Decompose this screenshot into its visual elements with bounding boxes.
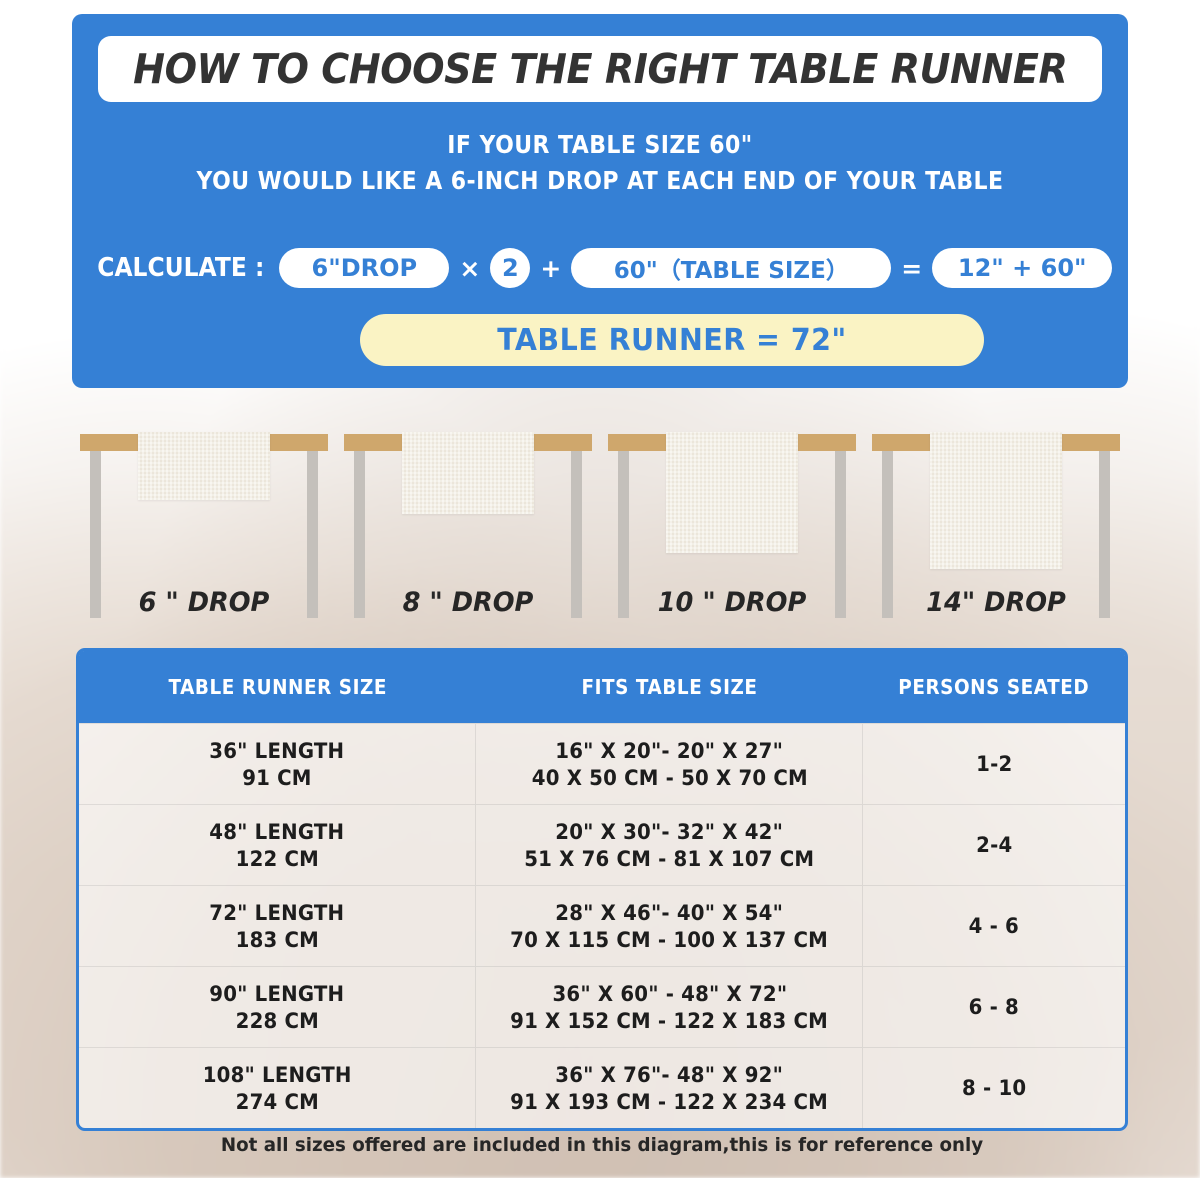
header-banner: HOW TO CHOOSE THE RIGHT TABLE RUNNER IF … [72, 14, 1128, 388]
runner-size-inches: 36" LENGTH [209, 738, 345, 763]
cell-runner-size: 36" LENGTH 91 CM [79, 724, 477, 804]
drop-label: 10 " DROP [657, 587, 807, 618]
cell-fits-table-size: 36" X 76"- 48" X 92" 91 X 193 CM - 122 X… [476, 1048, 864, 1128]
cell-persons-seated: 2-4 [863, 805, 1125, 885]
cell-runner-size: 72" LENGTH 183 CM [79, 886, 477, 966]
tabletop-left [608, 434, 666, 451]
fits-cm: 91 X 193 CM - 122 X 234 CM [510, 1089, 829, 1114]
cell-fits-table-size: 28" X 46"- 40" X 54" 70 X 115 CM - 100 X… [476, 886, 864, 966]
fits-inches: 20" X 30"- 32" X 42" [555, 819, 784, 844]
table-runner-cloth [666, 432, 798, 553]
calculation-row: CALCULATE : 6"DROP × 2 + 60"（TABLE SIZE）… [72, 246, 1128, 290]
runner-size-inches: 90" LENGTH [209, 981, 345, 1006]
runner-size-cm: 228 CM [235, 1008, 319, 1033]
tabletop-right [798, 434, 856, 451]
fits-cm: 91 X 152 CM - 122 X 183 CM [510, 1008, 829, 1033]
drop-label: 6 " DROP [138, 587, 270, 618]
runner-size-cm: 91 CM [242, 765, 312, 790]
result-pill: TABLE RUNNER = 72" [360, 314, 984, 366]
footnote: Not all sizes offered are included in th… [220, 1134, 984, 1156]
table-leg-right [571, 451, 582, 618]
runner-size-cm: 274 CM [235, 1089, 319, 1114]
table-leg-left [354, 451, 365, 618]
table-row: 36" LENGTH 91 CM 16" X 20"- 20" X 27" 40… [79, 723, 1125, 804]
runner-size-inches: 48" LENGTH [209, 819, 345, 844]
subtitle-line-1: IF YOUR TABLE SIZE 60" [447, 130, 753, 159]
drop-label: 8 " DROP [402, 587, 534, 618]
runner-size-cm: 122 CM [235, 846, 319, 871]
persons-value: 8 - 10 [962, 1076, 1027, 1100]
table-size-pill: 60"（TABLE SIZE） [571, 248, 892, 288]
table-row: 48" LENGTH 122 CM 20" X 30"- 32" X 42" 5… [79, 804, 1125, 885]
column-header-runner-size: TABLE RUNNER SIZE [168, 675, 387, 699]
fits-inches: 28" X 46"- 40" X 54" [555, 900, 784, 925]
cell-persons-seated: 8 - 10 [863, 1048, 1125, 1128]
multiply-symbol: × [459, 253, 481, 283]
title-pill: HOW TO CHOOSE THE RIGHT TABLE RUNNER [98, 36, 1102, 102]
table-leg-right [307, 451, 318, 618]
sum-pill: 12" + 60" [932, 248, 1113, 288]
table-leg-left [882, 451, 893, 618]
runner-size-inches: 108" LENGTH [202, 1062, 352, 1087]
multiplier-pill: 2 [490, 248, 531, 288]
size-table: TABLE RUNNER SIZE FITS TABLE SIZE PERSON… [76, 648, 1128, 1131]
drop-label: 14" DROP [926, 587, 1066, 618]
persons-value: 2-4 [976, 833, 1013, 857]
fits-cm: 51 X 76 CM - 81 X 107 CM [524, 846, 815, 871]
tabletop-right [534, 434, 592, 451]
tabletop-left [80, 434, 138, 451]
column-header-fits-table-size: FITS TABLE SIZE [581, 675, 758, 699]
table-row: 72" LENGTH 183 CM 28" X 46"- 40" X 54" 7… [79, 885, 1125, 966]
table-leg-left [90, 451, 101, 618]
tabletop-left [344, 434, 402, 451]
cell-fits-table-size: 16" X 20"- 20" X 27" 40 X 50 CM - 50 X 7… [476, 724, 864, 804]
drop-illustration-8in: 8 " DROP [336, 428, 600, 618]
calculate-label: CALCULATE : [97, 253, 265, 283]
tabletop-right [1062, 434, 1120, 451]
table-runner-cloth [402, 432, 534, 514]
fits-cm: 70 X 115 CM - 100 X 137 CM [510, 927, 829, 952]
fits-inches: 36" X 60" - 48" X 72" [552, 981, 787, 1006]
cell-fits-table-size: 20" X 30"- 32" X 42" 51 X 76 CM - 81 X 1… [476, 805, 864, 885]
fits-cm: 40 X 50 CM - 50 X 70 CM [531, 765, 808, 790]
persons-value: 4 - 6 [969, 914, 1020, 938]
table-row: 108" LENGTH 274 CM 36" X 76"- 48" X 92" … [79, 1047, 1125, 1128]
table-row: 90" LENGTH 228 CM 36" X 60" - 48" X 72" … [79, 966, 1125, 1047]
runner-size-cm: 183 CM [235, 927, 319, 952]
drop-value-pill: 6"DROP [279, 248, 450, 288]
table-leg-right [1099, 451, 1110, 618]
drop-illustration-10in: 10 " DROP [600, 428, 864, 618]
table-runner-cloth [930, 432, 1062, 569]
cell-runner-size: 48" LENGTH 122 CM [79, 805, 477, 885]
table-leg-left [618, 451, 629, 618]
fits-inches: 16" X 20"- 20" X 27" [555, 738, 784, 763]
drop-illustration-14in: 14" DROP [864, 428, 1128, 618]
cell-fits-table-size: 36" X 60" - 48" X 72" 91 X 152 CM - 122 … [476, 967, 864, 1047]
table-runner-cloth [138, 432, 270, 500]
cell-persons-seated: 1-2 [863, 724, 1125, 804]
page-title: HOW TO CHOOSE THE RIGHT TABLE RUNNER [132, 45, 1068, 93]
table-leg-right [835, 451, 846, 618]
cell-persons-seated: 6 - 8 [863, 967, 1125, 1047]
cell-persons-seated: 4 - 6 [863, 886, 1125, 966]
plus-symbol: + [540, 253, 562, 283]
column-header-persons-seated: PERSONS SEATED [898, 675, 1090, 699]
drop-illustrations: 6 " DROP 8 " DROP 10 " DROP 14" DROP [72, 428, 1128, 618]
subtitle-line-2: YOU WOULD LIKE A 6-INCH DROP AT EACH END… [196, 166, 1004, 195]
equals-symbol: = [901, 253, 923, 283]
fits-inches: 36" X 76"- 48" X 92" [555, 1062, 784, 1087]
cell-runner-size: 90" LENGTH 228 CM [79, 967, 477, 1047]
runner-size-inches: 72" LENGTH [209, 900, 345, 925]
drop-illustration-6in: 6 " DROP [72, 428, 336, 618]
persons-value: 1-2 [976, 752, 1013, 776]
cell-runner-size: 108" LENGTH 274 CM [79, 1048, 477, 1128]
table-header-row: TABLE RUNNER SIZE FITS TABLE SIZE PERSON… [79, 651, 1125, 723]
tabletop-left [872, 434, 930, 451]
result-text: TABLE RUNNER = 72" [497, 322, 847, 358]
tabletop-right [270, 434, 328, 451]
persons-value: 6 - 8 [969, 995, 1020, 1019]
